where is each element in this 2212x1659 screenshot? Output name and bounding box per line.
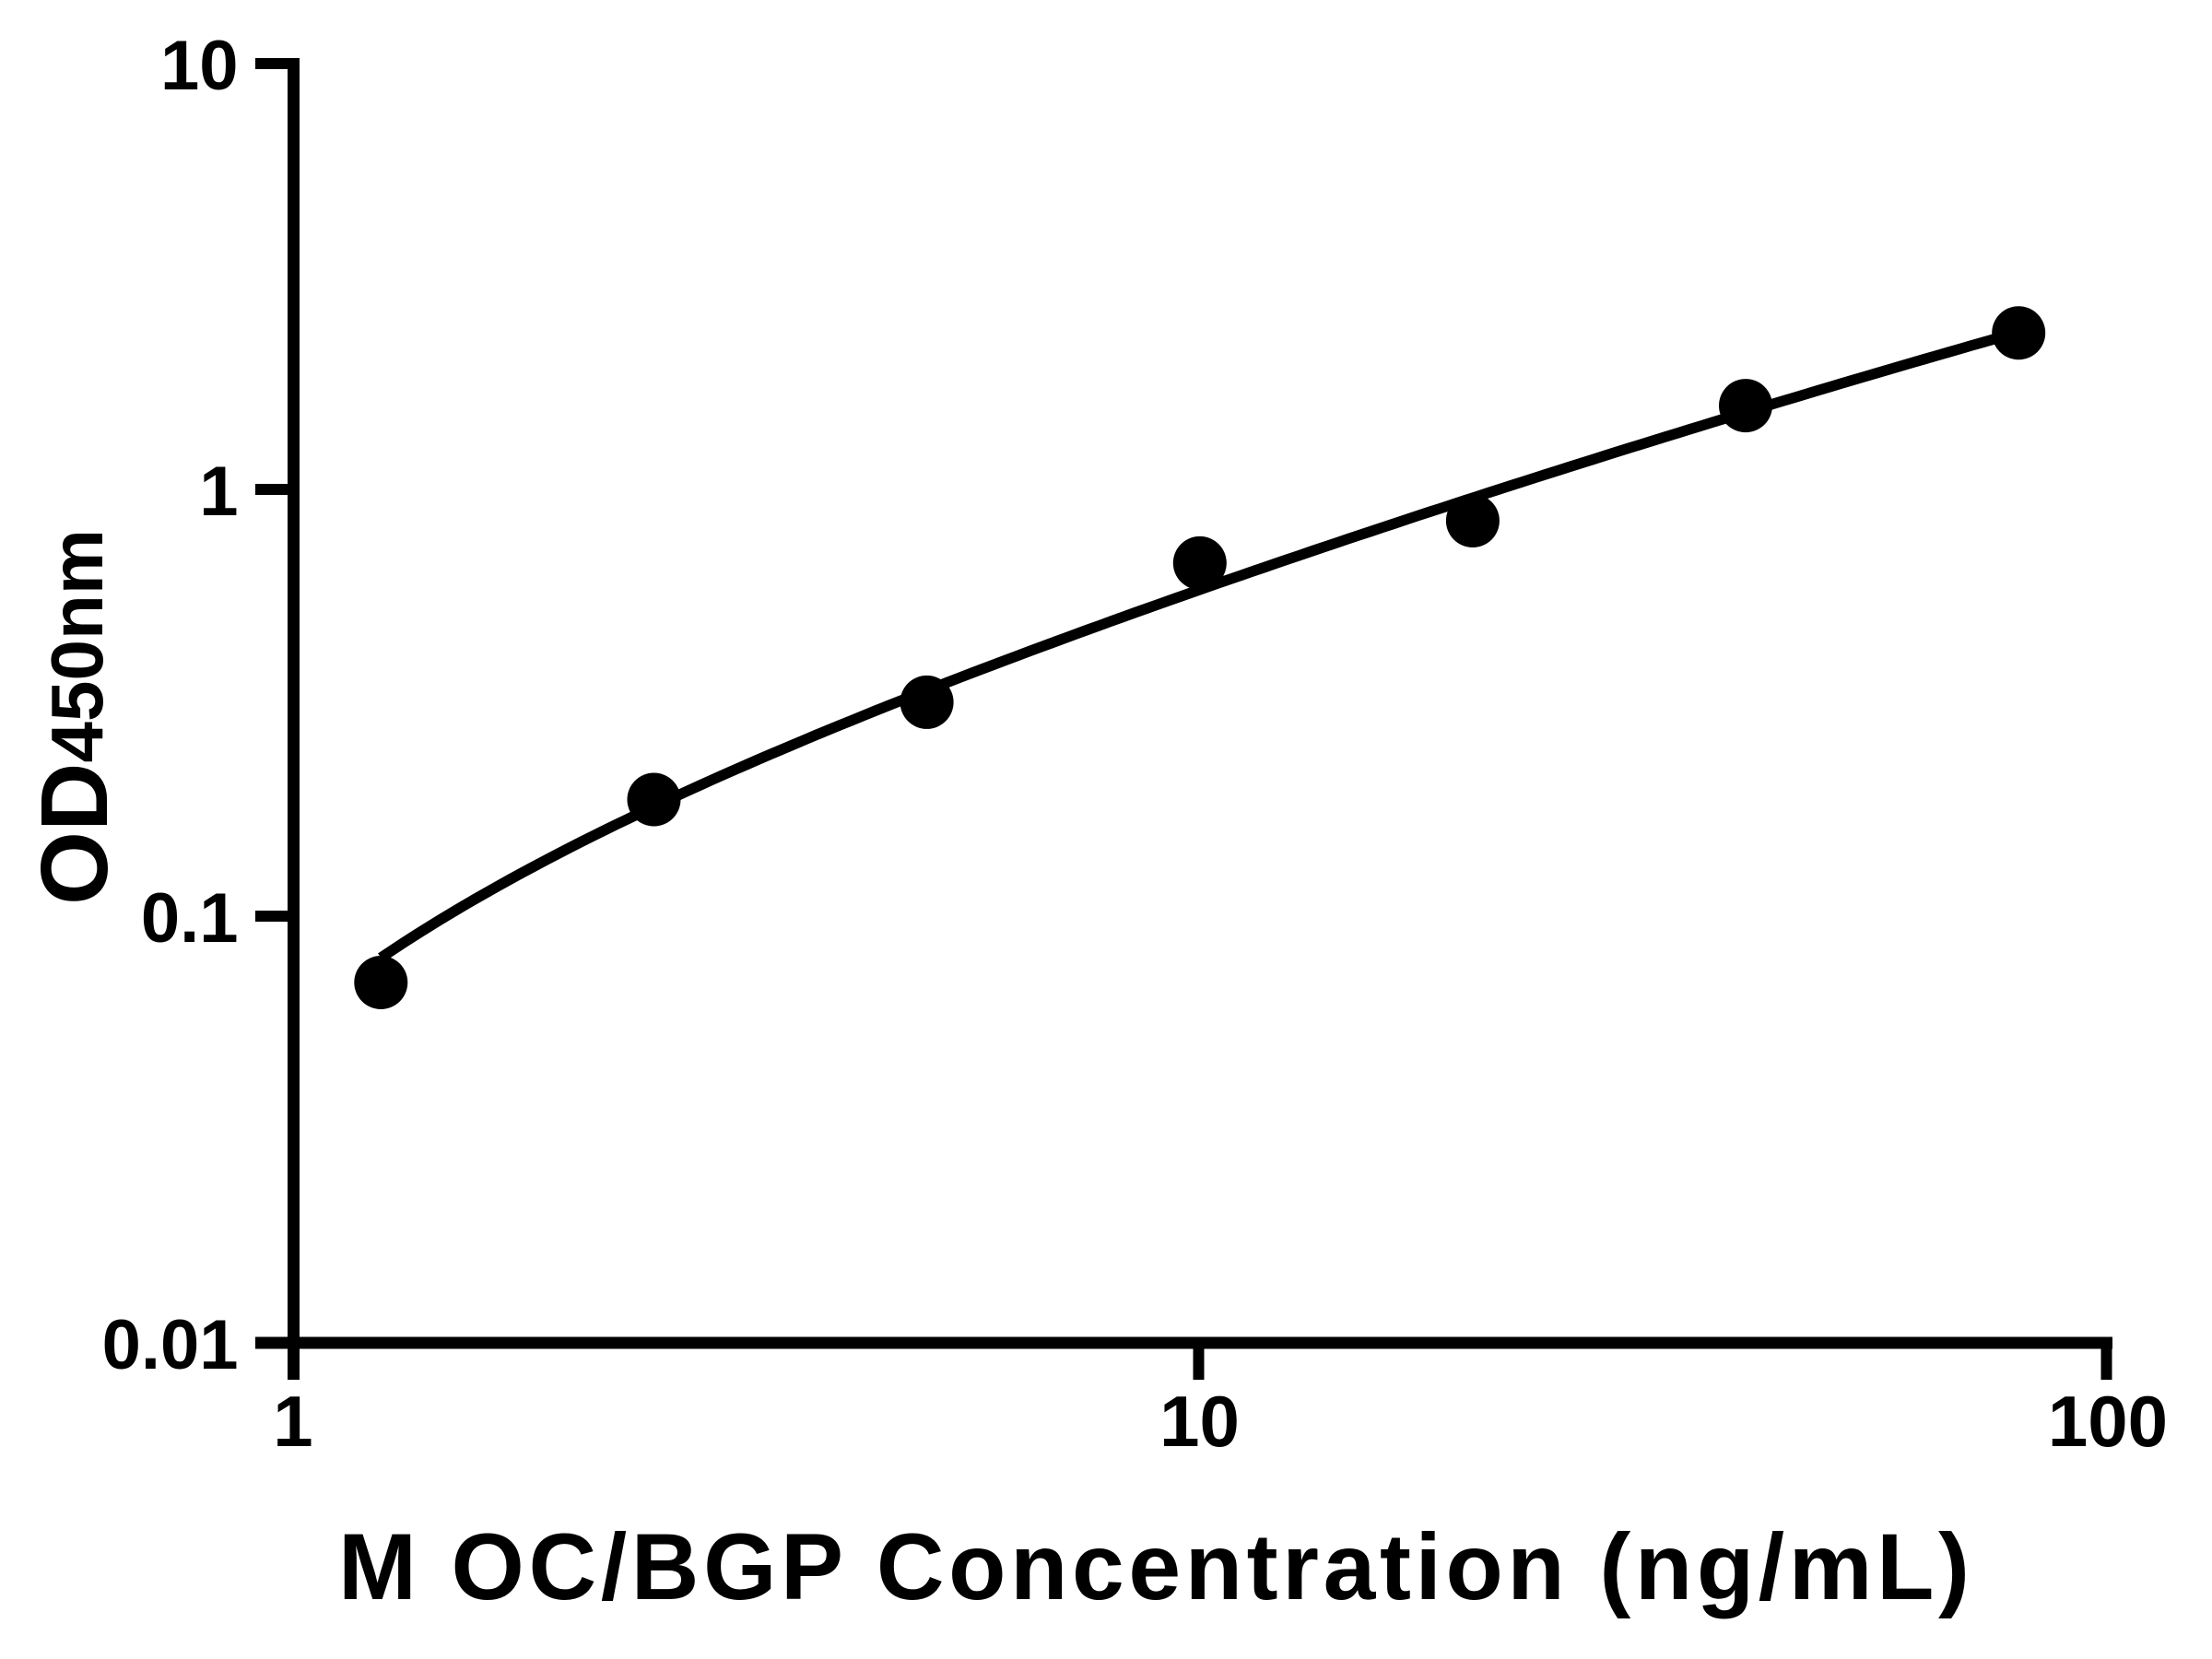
svg-text:10: 10 [1159,1381,1240,1462]
svg-text:0.1: 0.1 [141,879,239,958]
svg-text:OD450nm: OD450nm [21,529,127,905]
svg-text:10: 10 [160,27,239,105]
svg-text:1: 1 [273,1381,312,1462]
svg-text:M OC/BGP Concentration (ng/mL): M OC/BGP Concentration (ng/mL) [338,1514,1970,1619]
svg-text:1: 1 [199,453,238,531]
svg-text:0.01: 0.01 [102,1306,239,1384]
svg-text:100: 100 [2048,1381,2168,1462]
